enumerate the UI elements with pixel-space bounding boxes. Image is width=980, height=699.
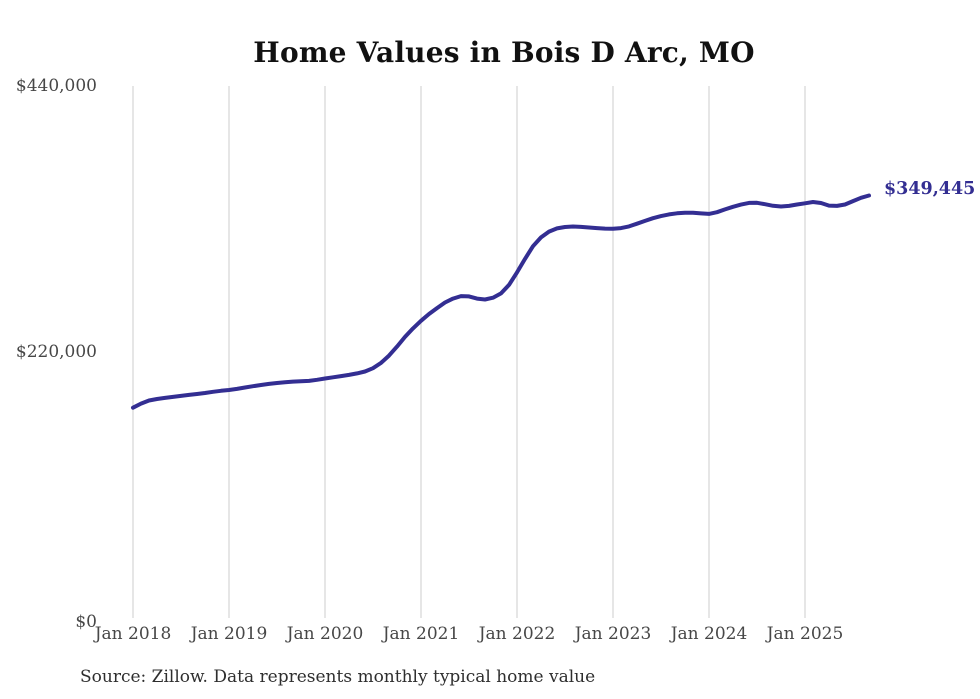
gridline-group	[132, 86, 806, 618]
current-value-label: $349,445	[884, 179, 976, 200]
x-axis-label: Jan 2024	[670, 624, 748, 644]
x-axis-label: Jan 2020	[286, 624, 364, 644]
y-axis-tick-440000: $440,000	[15, 76, 97, 96]
source-note: Source: Zillow. Data represents monthly …	[80, 667, 596, 687]
x-axis-label: Jan 2025	[766, 624, 844, 644]
y-axis-tick-0: $0	[75, 612, 97, 632]
y-axis-tick-220000: $220,000	[15, 342, 97, 362]
home-value-line-series	[131, 193, 871, 410]
x-axis-label: Jan 2022	[478, 624, 556, 644]
x-axis-label: Jan 2023	[574, 624, 652, 644]
x-axis-label: Jan 2021	[382, 624, 460, 644]
chart-title: Home Values in Bois D Arc, MO	[253, 36, 755, 69]
x-axis-label: Jan 2018	[94, 624, 172, 644]
x-axis-label: Jan 2019	[190, 624, 268, 644]
